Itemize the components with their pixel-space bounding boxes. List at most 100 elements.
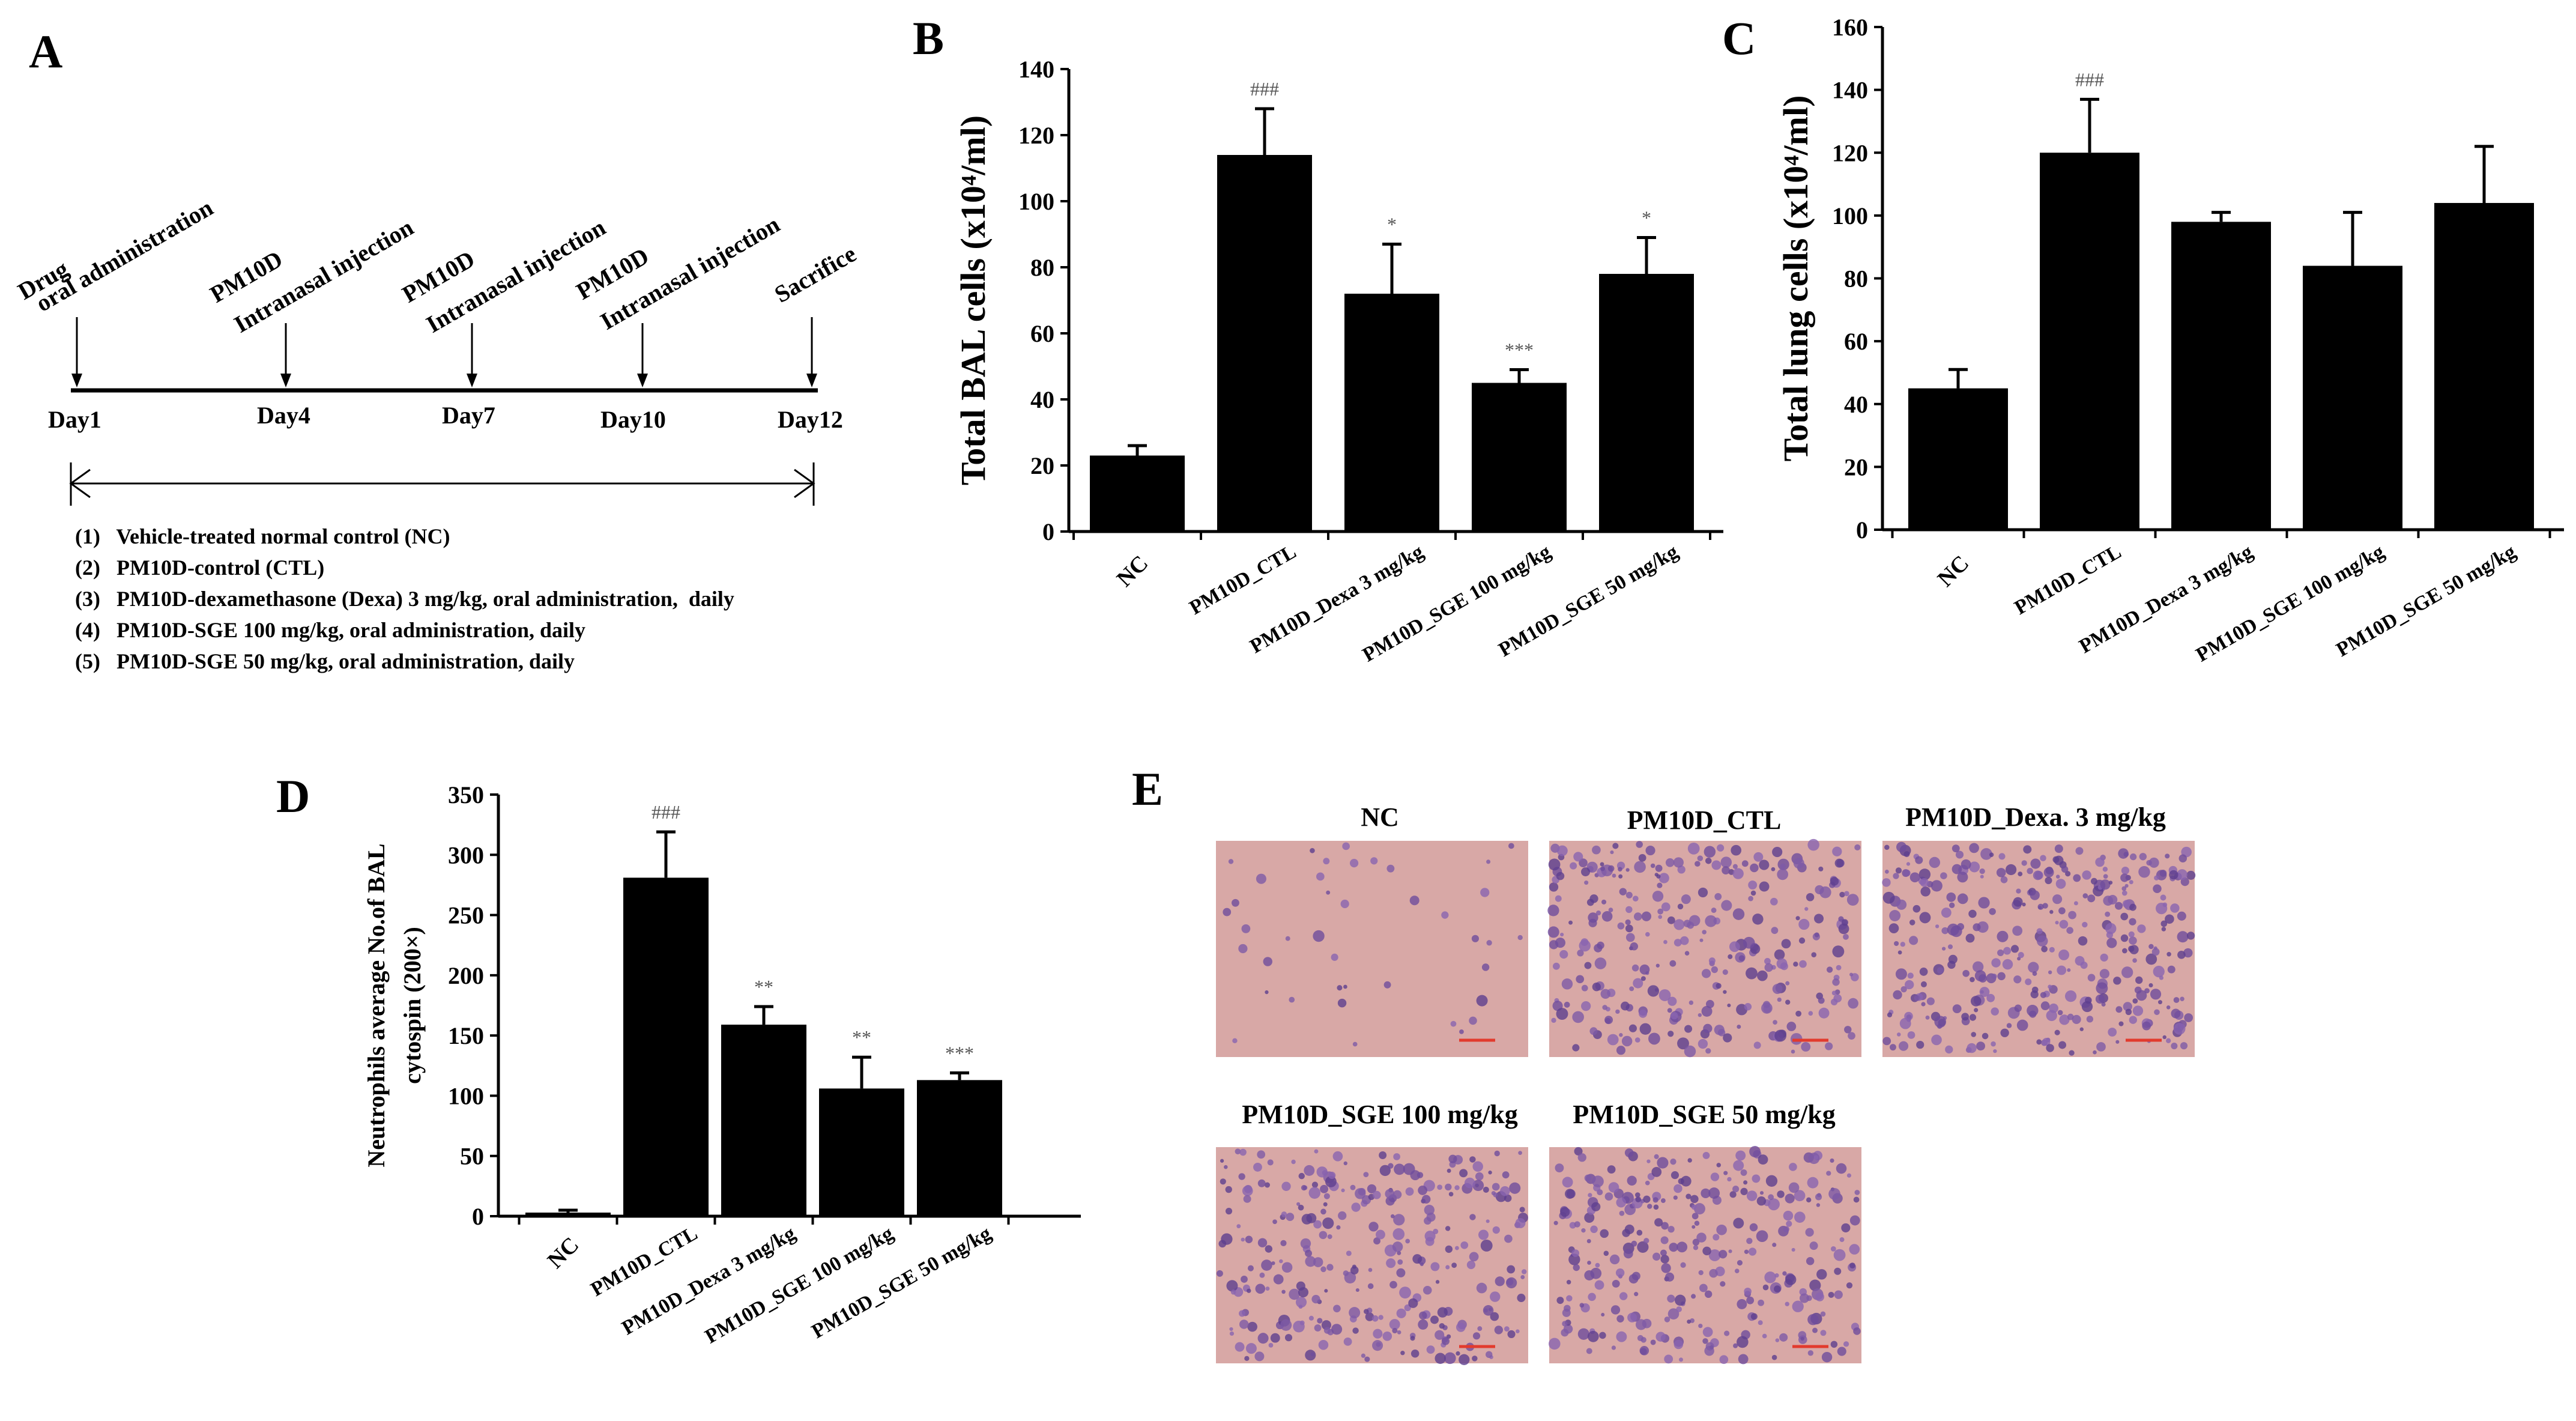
cell-dot [1441, 911, 1449, 919]
cell-dot [1284, 1334, 1293, 1342]
cell-dot [1472, 1332, 1481, 1340]
arrow-down-icon [806, 374, 817, 387]
cell-dot [1456, 1323, 1466, 1332]
cell-dot [1621, 1035, 1633, 1047]
cell-dot [1701, 969, 1711, 978]
cell-dot [1226, 1280, 1238, 1292]
cell-dot [1322, 1217, 1334, 1229]
cell-dot [1696, 1232, 1707, 1243]
cell-dot [1780, 962, 1788, 971]
cell-dot [1691, 1294, 1696, 1299]
cell-dot [1785, 999, 1791, 1005]
cell-dot [1748, 1247, 1757, 1256]
cell-dot [1909, 920, 1915, 926]
cell-dot [1385, 1189, 1395, 1199]
cell-dot [1430, 1262, 1440, 1271]
cell-dot [1555, 1163, 1564, 1173]
cell-dot [1831, 990, 1837, 996]
cell-dot [1279, 1259, 1283, 1264]
cell-dot [1577, 950, 1584, 957]
cell-dot [2045, 876, 2052, 885]
cell-dot [1896, 1032, 1901, 1037]
timeline-event-day7: PM10D Intranasal injection Day7 [398, 213, 610, 429]
cell-dot [1837, 1347, 1846, 1356]
cell-dot [1830, 877, 1839, 886]
category-label: NC [1112, 551, 1153, 592]
cell-dot [1940, 872, 1947, 879]
cell-dot [1896, 841, 1907, 852]
cell-dot [1239, 1320, 1249, 1329]
cell-dot [1756, 1230, 1768, 1243]
cell-dot [1989, 907, 1996, 915]
cell-dot [1399, 1286, 1411, 1299]
cell-dot [1652, 1197, 1658, 1203]
cell-dot [1618, 874, 1623, 879]
cell-dot [1684, 951, 1690, 956]
cell-dot [1815, 1292, 1824, 1301]
cell-dot [1392, 1190, 1402, 1199]
cell-dot [1382, 1332, 1392, 1341]
cell-dot [2123, 1002, 2132, 1011]
cell-dot [1749, 1223, 1758, 1232]
cell-dot [1486, 1351, 1493, 1359]
cell-dot [1698, 1013, 1702, 1017]
cell-dot [1711, 966, 1718, 974]
cell-dot [2082, 921, 2088, 928]
cell-dot [2120, 934, 2129, 942]
cell-dot [1504, 1234, 1513, 1243]
cell-dot [1791, 1247, 1795, 1252]
cell-dot [1893, 990, 1902, 1000]
cell-dot [1393, 1153, 1400, 1160]
cell-dot [1409, 895, 1420, 906]
cell-dot [1331, 1324, 1343, 1335]
y-tick-label: 140 [1018, 56, 1054, 83]
cell-dot [1456, 1351, 1460, 1356]
cell-dot [1343, 984, 1347, 989]
cell-dot [1920, 886, 1930, 897]
bar [2434, 202, 2534, 530]
cell-dot [2145, 953, 2157, 965]
cell-dot [1853, 1327, 1861, 1335]
cell-dot [1634, 1292, 1639, 1297]
cell-dot [1313, 930, 1325, 942]
cell-dot [1350, 1266, 1359, 1274]
y-tick-label: 20 [1844, 453, 1868, 480]
cell-dot [1677, 1037, 1689, 1050]
cell-dot [1637, 1241, 1649, 1253]
cell-dot [1711, 860, 1722, 870]
cell-dot [1916, 1040, 1924, 1049]
cell-dot [1447, 1168, 1451, 1173]
cell-dot [1350, 1184, 1356, 1190]
cell-dot [1785, 1193, 1795, 1204]
cell-dot [1645, 932, 1650, 937]
cell-dot [1741, 860, 1749, 867]
cell-dot [1828, 1291, 1834, 1298]
cell-dot [1801, 1042, 1811, 1052]
cell-dot [1572, 1011, 1584, 1023]
cell-dot [1268, 1343, 1274, 1348]
cell-dot [1821, 1351, 1833, 1363]
cell-dot [1991, 974, 1997, 980]
cell-dot [2154, 875, 2159, 880]
cell-dot [1472, 1161, 1483, 1172]
cell-dot [1977, 921, 1989, 933]
cell-dot [1623, 1249, 1633, 1259]
cell-dot [1515, 1218, 1526, 1229]
cell-dot [2085, 996, 2092, 1004]
cell-dot [1518, 1151, 1522, 1155]
cell-dot [1699, 1283, 1708, 1292]
cell-dot [1793, 858, 1804, 869]
micrograph-title: PM10D_SGE 100 mg/kg [1242, 1100, 1518, 1129]
cell-dot [1713, 1234, 1720, 1241]
cell-dot [1967, 1043, 1977, 1053]
cell-dot [2049, 947, 2055, 953]
cell-dot [1889, 910, 1901, 921]
cell-dot [1576, 975, 1585, 984]
cell-dot [1464, 1177, 1475, 1189]
cell-dot [1772, 984, 1783, 994]
bar [2303, 265, 2402, 530]
cell-dot [2138, 866, 2150, 878]
cell-dot [1619, 1292, 1628, 1300]
cell-dot [1887, 1012, 1893, 1017]
cell-dot [2055, 874, 2060, 879]
